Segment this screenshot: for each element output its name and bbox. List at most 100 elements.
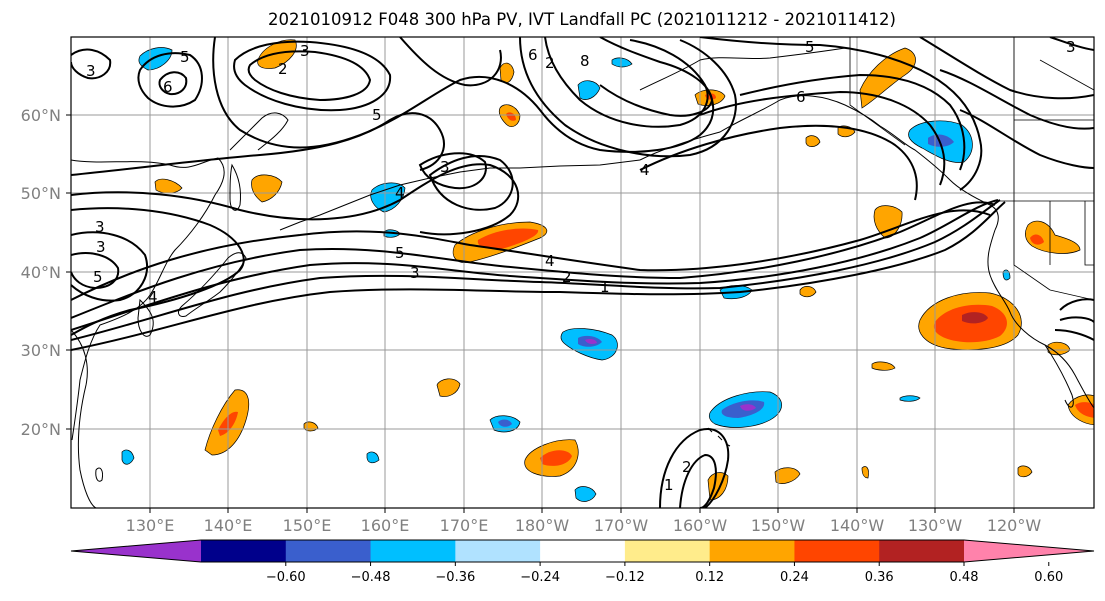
positive-anomaly-patch xyxy=(859,47,916,109)
contour-line xyxy=(699,90,946,186)
colorbar-segment xyxy=(709,540,795,562)
colorbar-segment xyxy=(624,540,711,562)
lon-label: 160°W xyxy=(673,516,728,535)
colorbar-segment xyxy=(455,540,541,562)
contour-line xyxy=(71,231,148,302)
lat-label: 20°N xyxy=(21,420,61,439)
alaska-canada-border xyxy=(849,37,906,146)
contour-label: 6 xyxy=(796,88,806,106)
lat-label: 30°N xyxy=(21,341,61,360)
contour-line xyxy=(71,199,999,331)
lon-label: 170°E xyxy=(440,516,489,535)
north-america-coastline xyxy=(987,229,1094,409)
contour-label: 3 xyxy=(96,238,106,256)
contour-line xyxy=(544,37,709,128)
contour-line xyxy=(71,48,112,80)
us-state-borders xyxy=(1013,201,1094,301)
negative-anomaly-strong xyxy=(740,404,756,411)
negative-anomaly-patch xyxy=(370,182,406,213)
positive-anomaly-strong xyxy=(962,312,988,324)
positive-anomaly-patch xyxy=(1025,220,1081,254)
positive-anomaly-patch xyxy=(805,135,821,147)
contour-line xyxy=(71,201,1006,351)
contour-line xyxy=(1049,37,1094,51)
figure-title: 2021010912 F048 300 hPa PV, IVT Landfall… xyxy=(268,10,896,29)
contour-line xyxy=(519,37,737,158)
contour-label: 4 xyxy=(640,161,650,179)
colorbar xyxy=(70,539,1095,563)
longitude-axis xyxy=(149,508,1015,513)
positive-anomaly-patch xyxy=(774,467,801,484)
positive-anomaly-patch xyxy=(861,466,869,479)
positive-anomaly-core xyxy=(1030,234,1044,245)
contour-label: 8 xyxy=(580,52,590,70)
colorbar-extend-min xyxy=(71,540,201,562)
contour-line xyxy=(71,163,520,236)
lon-label: 120°W xyxy=(987,516,1042,535)
contour-line xyxy=(418,152,487,190)
lon-label: 130°W xyxy=(908,516,963,535)
contour-label: 3 xyxy=(300,42,310,60)
positive-anomaly-patch xyxy=(251,174,283,203)
positive-anomaly-patch xyxy=(436,378,461,397)
contour-line xyxy=(939,69,1094,130)
contour-label: 1 xyxy=(600,278,610,296)
positive-anomaly-patch xyxy=(1017,465,1033,478)
latitude-labels: 60°N 50°N 40°N 30°N 20°N xyxy=(21,106,61,439)
colorbar-tick-label: −0.48 xyxy=(351,570,391,585)
colorbar-ticks: −0.60 −0.48 −0.36 −0.24 −0.12 0.12 0.24 0.36 0.4… xyxy=(266,562,1063,585)
contour-label: 3 xyxy=(95,218,105,236)
korea-coastline xyxy=(137,298,154,337)
contour-line xyxy=(247,50,372,102)
colorbar-tick-label: 0.36 xyxy=(865,570,894,585)
negative-anomaly-patch xyxy=(574,486,597,502)
lat-label: 50°N xyxy=(21,184,61,203)
contour-line xyxy=(71,207,245,336)
shaded-fields xyxy=(121,39,1094,502)
contour-label: 2 xyxy=(682,458,692,476)
lon-label: 170°W xyxy=(594,516,649,535)
colorbar-segment xyxy=(794,540,880,562)
negative-anomaly-patch xyxy=(577,80,601,100)
kamchatka-coastline xyxy=(229,112,289,151)
contour-label: 4 xyxy=(545,252,555,270)
colorbar-tick-label: 0.12 xyxy=(695,570,724,585)
contour-line xyxy=(137,52,203,108)
contour-line xyxy=(639,124,918,201)
colorbar-segment xyxy=(540,540,626,562)
lon-label: 160°E xyxy=(361,516,410,535)
lon-label: 150°E xyxy=(283,516,332,535)
contour-line xyxy=(71,252,120,290)
contour-line xyxy=(71,201,996,319)
alaska-mainland xyxy=(639,47,846,91)
contour-label: 3 xyxy=(86,62,96,80)
contour-label: 2 xyxy=(545,54,555,72)
contour-label: 1 xyxy=(664,476,674,494)
lat-label: 60°N xyxy=(21,106,61,125)
country-borders xyxy=(849,37,1094,301)
negative-anomaly-core xyxy=(498,419,512,427)
lon-label: 180°W xyxy=(515,516,570,535)
baja-coastline xyxy=(1044,344,1074,408)
negative-anomaly-patch xyxy=(1002,269,1011,281)
lon-label: 140°E xyxy=(204,516,253,535)
contour-label: 4 xyxy=(148,288,158,306)
contour-label: 2 xyxy=(278,60,288,78)
positive-anomaly-core xyxy=(506,112,516,121)
contour-label: 6 xyxy=(528,46,538,64)
colorbar-tick-label: −0.24 xyxy=(520,570,560,585)
colorbar-segment xyxy=(370,540,456,562)
contour-label: 2 xyxy=(562,268,572,286)
contour-label: 5 xyxy=(805,38,815,56)
colorbar-extend-max xyxy=(964,540,1094,562)
lon-label: 130°E xyxy=(126,516,175,535)
colorbar-segment xyxy=(201,540,287,562)
positive-anomaly-core xyxy=(540,450,572,466)
contour-line xyxy=(71,199,1001,341)
pv-contours xyxy=(71,37,1094,508)
positive-anomaly-patch xyxy=(154,178,183,194)
sakhalin-coastline xyxy=(229,163,241,211)
negative-anomaly-patch xyxy=(366,451,380,464)
taiwan-coastline xyxy=(95,467,103,482)
